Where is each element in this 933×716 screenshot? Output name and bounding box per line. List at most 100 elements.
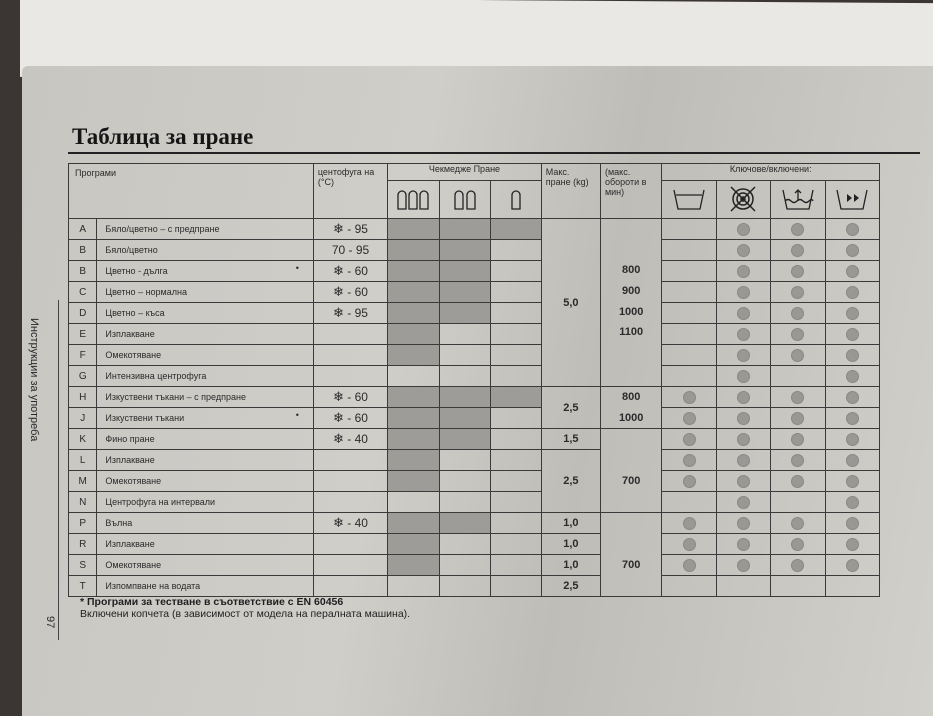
- drawer-cell-3: [489, 365, 542, 387]
- enabled-dot-icon: [736, 306, 750, 320]
- key-cell-wash-tub: [661, 554, 717, 577]
- enabled-dot-icon: [791, 327, 805, 341]
- key-cell-no-spin: [715, 449, 772, 472]
- enabled-dot-icon: [791, 264, 805, 278]
- enabled-dot-icon: [845, 306, 859, 320]
- drawer-cell-1: [387, 491, 440, 514]
- key-cell-wash-tub: [661, 218, 717, 240]
- max-rpm-cell: 800 1000: [599, 385, 663, 430]
- key-cell-rinse-hold: [770, 554, 826, 577]
- enabled-dot-icon: [682, 390, 696, 404]
- drawer-cell-3: [489, 385, 542, 409]
- key-cell-no-spin: [715, 365, 772, 387]
- table-row: B Бяло/цветно 70 - 95: [67, 239, 881, 261]
- rpm-value: [601, 429, 661, 450]
- max-load-cell: 1,0: [540, 512, 601, 535]
- drawer-cell-1: [387, 533, 440, 556]
- side-divider: [58, 300, 59, 640]
- enabled-dot-icon: [682, 474, 696, 488]
- enabled-dot-icon: [791, 432, 805, 446]
- enabled-dot-icon: [845, 348, 859, 362]
- enabled-dot-icon: [736, 369, 750, 383]
- enabled-dot-icon: [845, 495, 859, 509]
- program-name-text: Омекотяване: [105, 476, 162, 487]
- snowflake-icon: ❄: [333, 263, 344, 278]
- table-row: R Изплакване 1,0: [67, 533, 881, 556]
- key-cell-rinse-hold: [770, 428, 826, 451]
- program-name: Интензивна центрофуга: [96, 365, 314, 387]
- drawer-cell-1: [387, 302, 440, 324]
- program-name: Бяло/цветно – с предпране: [96, 218, 314, 240]
- drawer-cell-1: [387, 407, 440, 430]
- rpm-value: 1100: [619, 326, 644, 339]
- key-cell-wash-tub: [661, 533, 717, 556]
- max-load-cell: 2,5: [540, 385, 601, 430]
- program-name: Омекотяване: [96, 554, 314, 577]
- rpm-value: 1000: [618, 411, 644, 424]
- program-letter: L: [67, 449, 98, 472]
- table-row: D Цветно – къса ❄ - 95: [67, 302, 881, 324]
- drawer-cell-1: [387, 239, 440, 261]
- enabled-dot-icon: [736, 537, 750, 551]
- key-cell-wash-tub: [661, 491, 717, 514]
- enabled-dot-icon: [736, 327, 750, 341]
- max-load-cell: 2,5: [540, 449, 601, 514]
- drawer-cell-2: [438, 239, 491, 261]
- program-name: Бяло/цветно: [96, 239, 314, 261]
- enabled-dot-icon: [682, 432, 696, 446]
- table-row: A Бяло/цветно – с предпране ❄ - 95 5,0 800 90…: [67, 218, 881, 387]
- key-cell-quick-wash: [824, 470, 881, 493]
- enabled-dot-icon: [791, 411, 805, 425]
- drawer-cell-2: [438, 491, 491, 514]
- enabled-dot-icon: [791, 453, 805, 467]
- enabled-dot-icon: [845, 516, 859, 530]
- rpm-value: 700: [622, 474, 641, 487]
- max-rpm-cell: 700: [599, 428, 663, 514]
- table-row: E Изплакване: [67, 323, 881, 345]
- enabled-dot-icon: [845, 243, 859, 257]
- temperature-range: - 95: [347, 222, 368, 236]
- drawer-cell-3: [489, 302, 542, 324]
- drawer-cell-2: [438, 323, 491, 345]
- program-name-text: Вълна: [105, 518, 133, 529]
- enabled-dot-icon: [845, 537, 859, 551]
- program-letter: A: [67, 218, 98, 240]
- drawer-cell-3: [489, 470, 542, 493]
- main-wash-compartment-icon: [453, 189, 477, 212]
- max-load-cell: 1,0: [540, 533, 601, 556]
- program-letter: M: [67, 470, 98, 493]
- enabled-dot-icon: [791, 306, 805, 320]
- drawer-cell-2: [438, 512, 491, 535]
- temperature-cell: ❄ - 60: [312, 260, 389, 282]
- snowflake-icon: ❄: [333, 305, 344, 320]
- drawer-cell-2: [438, 407, 491, 430]
- enabled-dot-icon: [682, 453, 696, 467]
- program-letter: K: [67, 428, 98, 451]
- enabled-dot-icon: [682, 537, 696, 551]
- key-cell-wash-tub: [661, 407, 717, 430]
- enabled-dot-icon: [682, 516, 696, 530]
- test-program-marker: •: [295, 410, 299, 421]
- program-letter: G: [67, 365, 98, 387]
- rinse-hold-icon: [781, 188, 815, 213]
- drawer-cell-3: [489, 533, 542, 556]
- page-title: Таблица за пране: [72, 124, 254, 149]
- drawer-cell-2: [438, 575, 491, 598]
- key-cell-quick-wash: [824, 260, 881, 282]
- drawer-cell-1: [387, 449, 440, 472]
- rpm-value: [601, 513, 661, 534]
- key-cell-quick-wash: [824, 344, 881, 366]
- enabled-dot-icon: [736, 558, 750, 572]
- program-name: Изкуствени тъкани – с предпране: [96, 385, 314, 409]
- key-cell-wash-tub: [661, 365, 717, 387]
- enabled-dot-icon: [845, 264, 859, 278]
- program-name-text: Изкуствени тъкани – с предпране: [105, 392, 246, 403]
- key-cell-rinse-hold: [770, 491, 826, 514]
- program-name-text: Цветно - дълга: [105, 266, 168, 276]
- enabled-dot-icon: [845, 390, 859, 404]
- key-cell-quick-wash: [824, 365, 881, 387]
- program-name: Омекотяване: [96, 470, 314, 493]
- drawer-cell-3: [489, 491, 542, 514]
- footnote-text: Включени копчета (в зависимост от модела…: [80, 608, 411, 620]
- key-cell-quick-wash: [824, 449, 881, 472]
